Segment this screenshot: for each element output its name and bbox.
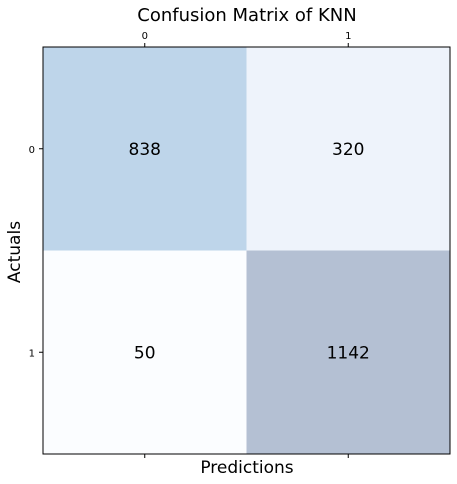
cell-value-1-1: 1142	[327, 343, 370, 363]
x-tick-label-1: 1	[345, 31, 351, 42]
y-axis-ticks: 01	[29, 145, 43, 360]
x-axis-label: Predictions	[200, 458, 293, 478]
x-tick-label-0: 0	[142, 31, 148, 42]
cell-value-1-0: 50	[134, 343, 156, 363]
chart-title: Confusion Matrix of KNN	[137, 5, 356, 26]
y-tick-label-1: 1	[29, 348, 35, 359]
y-tick-label-0: 0	[29, 145, 35, 156]
matrix-cells	[43, 47, 450, 454]
cell-value-0-0: 838	[129, 140, 161, 160]
y-axis-label: Actuals	[5, 221, 25, 283]
cell-value-0-1: 320	[332, 140, 364, 160]
